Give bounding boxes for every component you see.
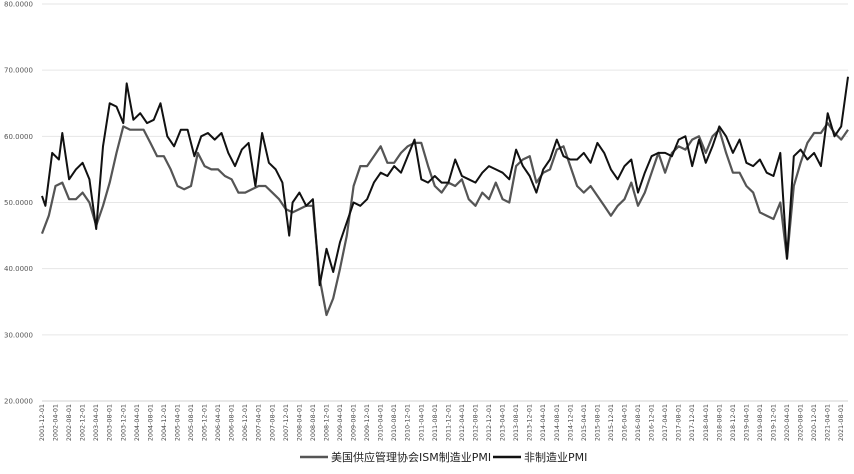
x-tick-label: 2007-08-01: [268, 404, 276, 441]
x-tick-label: 2015-12-01: [607, 404, 615, 441]
x-tick-label: 2013-12-01: [526, 404, 534, 441]
x-tick-label: 2005-08-01: [187, 404, 195, 441]
x-tick-label: 2005-04-01: [173, 404, 181, 441]
x-tick-label: 2012-04-01: [458, 404, 466, 441]
x-tick-label: 2020-04-01: [783, 404, 791, 441]
x-tick-label: 2002-04-01: [52, 404, 60, 441]
x-tick-label: 2004-12-01: [160, 404, 168, 441]
x-tick-label: 2009-08-01: [350, 404, 358, 441]
x-tick-label: 2015-04-01: [580, 404, 588, 441]
x-tick-label: 2015-08-01: [593, 404, 601, 441]
x-tick-label: 2016-04-01: [620, 404, 628, 441]
x-tick-label: 2017-04-01: [661, 404, 669, 441]
x-tick-label: 2012-12-01: [485, 404, 493, 441]
x-tick-label: 2013-04-01: [499, 404, 507, 441]
x-tick-label: 2014-08-01: [553, 404, 561, 441]
x-tick-label: 2003-12-01: [119, 404, 127, 441]
x-tick-label: 2018-04-01: [702, 404, 710, 441]
x-tick-label: 2020-12-01: [810, 404, 818, 441]
x-tick-label: 2006-04-01: [214, 404, 222, 441]
y-tick-label: 30.0000: [4, 331, 33, 339]
x-tick-label: 2016-12-01: [648, 404, 656, 441]
y-tick-label: 70.0000: [4, 67, 33, 75]
x-tick-label: 2007-12-01: [282, 404, 290, 441]
x-tick-label: 2004-08-01: [146, 404, 154, 441]
x-axis: 2001-12-01 2002-04-01 2002-08-01 2002-12-01…: [38, 400, 848, 441]
x-tick-label: 2010-12-01: [404, 404, 412, 441]
x-tick-label: 2008-08-01: [309, 404, 317, 441]
y-tick-label: 50.0000: [4, 199, 33, 207]
x-tick-label: 2011-08-01: [431, 404, 439, 441]
x-tick-label: 2006-12-01: [241, 404, 249, 441]
x-tick-label: 2018-08-01: [715, 404, 723, 441]
x-tick-label: 2019-08-01: [756, 404, 764, 441]
x-tick-label: 2008-04-01: [295, 404, 303, 441]
x-tick-label: 2016-08-01: [634, 404, 642, 441]
x-tick-label: 2003-04-01: [92, 404, 100, 441]
x-tick-label: 2011-04-01: [417, 404, 425, 441]
x-tick-label: 2005-12-01: [201, 404, 209, 441]
x-tick-label: 2007-04-01: [255, 404, 263, 441]
gridlines: [42, 3, 848, 402]
y-tick-label: 80.0000: [4, 1, 33, 9]
x-tick-label: 2019-04-01: [742, 404, 750, 441]
x-tick-label: 2002-08-01: [65, 404, 73, 441]
y-tick-label: 60.0000: [4, 133, 33, 141]
y-tick-label: 40.0000: [4, 265, 33, 273]
y-tick-label: 20.0000: [4, 398, 33, 406]
x-tick-label: 2013-08-01: [512, 404, 520, 441]
x-tick-label: 2017-12-01: [688, 404, 696, 441]
x-tick-label: 2008-12-01: [322, 404, 330, 441]
x-tick-label: 2012-08-01: [471, 404, 479, 441]
series-line-nonmanufacturing-pmi: [41, 76, 849, 287]
x-tick-label: 2009-04-01: [336, 404, 344, 441]
x-tick-label: 2017-08-01: [675, 404, 683, 441]
x-tick-label: 2021-08-01: [837, 404, 845, 441]
x-tick-label: 2003-08-01: [106, 404, 114, 441]
x-tick-label: 2020-08-01: [797, 404, 805, 441]
legend: 美国供应管理协会ISM制造业PMI 非制造业PMI: [300, 450, 587, 464]
legend-label-nonmfg: 非制造业PMI: [524, 450, 587, 464]
x-tick-label: 2002-12-01: [79, 404, 87, 441]
x-tick-label: 2004-04-01: [133, 404, 141, 441]
x-tick-label: 2001-12-01: [38, 404, 46, 441]
x-tick-label: 2010-04-01: [377, 404, 385, 441]
plot-area: [40, 76, 849, 317]
x-tick-label: 2014-12-01: [566, 404, 574, 441]
series-line-ism-pmi: [40, 122, 849, 317]
x-tick-label: 2019-12-01: [769, 404, 777, 441]
x-tick-label: 2010-08-01: [390, 404, 398, 441]
x-tick-label: 2018-12-01: [729, 404, 737, 441]
x-tick-label: 2009-12-01: [363, 404, 371, 441]
x-tick-label: 2014-04-01: [539, 404, 547, 441]
y-axis: 20.0000 30.0000 40.0000 50.0000 60.0000 70.00…: [4, 1, 33, 406]
x-tick-label: 2021-04-01: [824, 404, 832, 441]
x-tick-label: 2011-12-01: [444, 404, 452, 441]
x-tick-label: 2006-08-01: [228, 404, 236, 441]
legend-label-ism: 美国供应管理协会ISM制造业PMI: [331, 450, 491, 464]
